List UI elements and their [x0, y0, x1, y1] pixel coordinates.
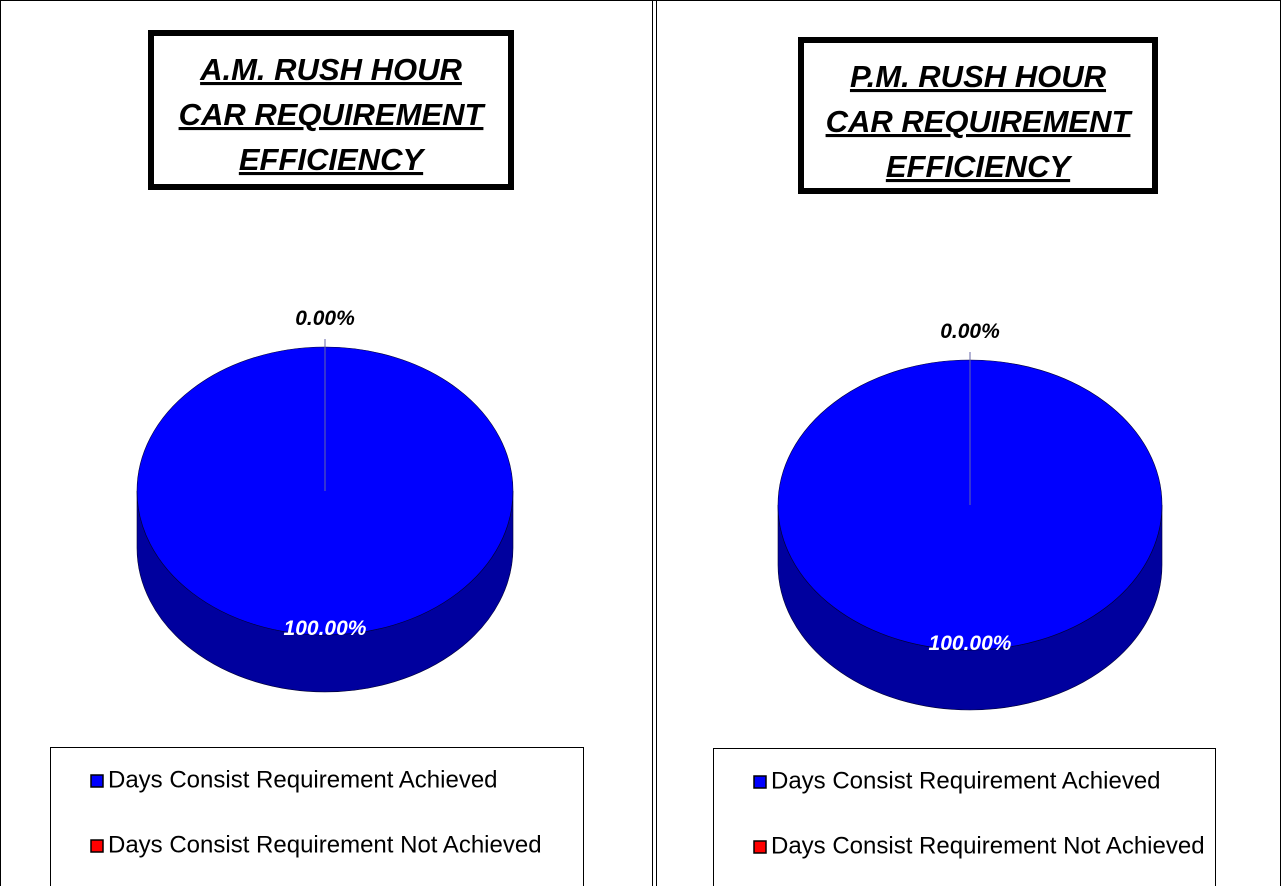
chart-title: EFFICIENCY: [886, 149, 1074, 184]
legend-box: [50, 747, 584, 886]
chart-title: P.M. RUSH HOUR: [850, 59, 1107, 94]
title-box: [148, 30, 514, 190]
legend-label: Days Consist Requirement Not Achieved: [771, 832, 1205, 859]
chart-title: CAR REQUIREMENT: [826, 104, 1134, 139]
legend-swatch: [753, 840, 767, 854]
legend-swatch: [90, 839, 104, 853]
chart-title: CAR REQUIREMENT: [179, 97, 487, 132]
legend-swatch: [753, 775, 767, 789]
chart-title: A.M. RUSH HOUR: [199, 52, 462, 87]
legend-label: Days Consist Requirement Not Achieved: [108, 831, 542, 858]
data-label: 100.00%: [284, 617, 367, 640]
data-label: 0.00%: [295, 307, 355, 330]
data-label: 100.00%: [929, 632, 1012, 655]
chart-title: EFFICIENCY: [239, 142, 427, 177]
title-box: [798, 37, 1158, 194]
legend-swatch: [90, 774, 104, 788]
pie-chart: A.M. RUSH HOUR CAR REQUIREMENT EFFICIENCY 1…: [50, 30, 584, 886]
legend-box: [713, 748, 1216, 886]
data-label: 0.00%: [940, 320, 1000, 343]
legend-label: Days Consist Requirement Achieved: [771, 767, 1161, 794]
pie-chart: P.M. RUSH HOUR CAR REQUIREMENT EFFICIENCY 1…: [713, 37, 1216, 886]
legend-label: Days Consist Requirement Achieved: [108, 766, 498, 793]
